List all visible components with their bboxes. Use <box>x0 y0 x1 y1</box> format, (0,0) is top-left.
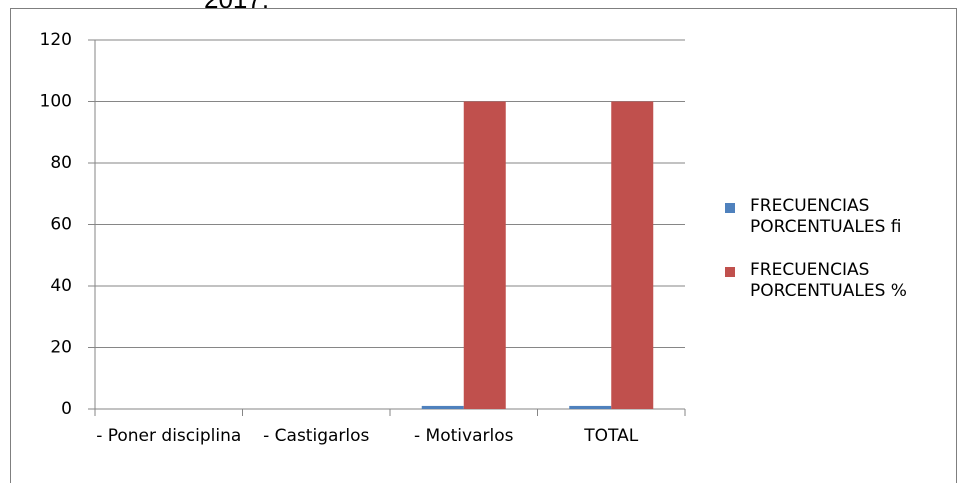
legend-swatch <box>725 267 735 277</box>
x-tick-label: - Castigarlos <box>263 426 370 446</box>
y-tick-label: 80 <box>50 153 72 173</box>
bar <box>421 405 464 409</box>
x-tick-label: - Motivarlos <box>414 426 514 446</box>
legend-label: FRECUENCIAS PORCENTUALES % <box>750 260 907 301</box>
bar <box>569 405 612 409</box>
y-tick-label: 60 <box>50 215 72 235</box>
cropped-caption: 2017. <box>204 0 269 15</box>
bar <box>463 101 506 409</box>
x-tick-label: - Poner disciplina <box>96 426 242 446</box>
y-tick-label: 100 <box>40 92 72 112</box>
legend-label: FRECUENCIAS PORCENTUALES fi <box>750 196 902 237</box>
x-tick-label: TOTAL <box>584 426 639 446</box>
y-tick-label: 40 <box>50 276 72 296</box>
y-tick-label: 20 <box>50 338 72 358</box>
bar <box>611 101 654 409</box>
y-tick-label: 120 <box>40 30 72 50</box>
legend-swatch <box>725 203 735 213</box>
y-tick-label: 0 <box>61 399 72 419</box>
